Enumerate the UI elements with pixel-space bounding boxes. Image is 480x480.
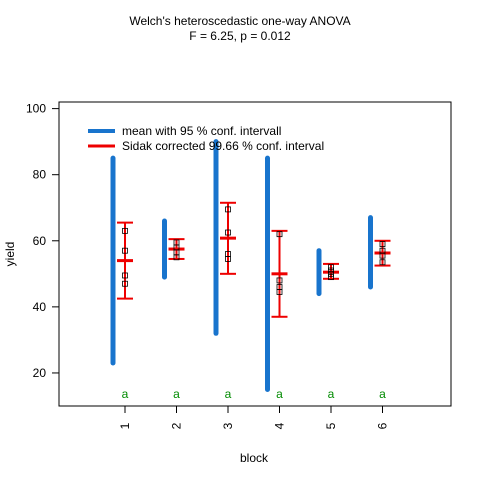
data-point	[328, 267, 334, 274]
data-point	[122, 247, 128, 254]
y-tick-label: 40	[33, 300, 47, 314]
y-tick-label: 80	[33, 168, 47, 182]
y-axis-label: yield	[3, 242, 17, 267]
group-letter: a	[225, 387, 232, 401]
group-6: a	[368, 215, 391, 401]
group-letter: a	[379, 387, 386, 401]
x-tick-label: 2	[170, 422, 184, 429]
data-point	[122, 272, 128, 279]
x-tick-label: 6	[376, 422, 390, 429]
data-point	[225, 251, 231, 257]
legend: mean with 95 % conf. intervall Sidak cor…	[88, 124, 324, 153]
y-tick-label: 60	[33, 234, 47, 248]
group-3: a	[213, 139, 236, 401]
data-point	[276, 231, 283, 238]
data-point	[122, 227, 128, 234]
data-point	[379, 247, 386, 254]
data-point	[225, 229, 231, 236]
x-axis-label: block	[240, 451, 269, 465]
data-point	[379, 259, 386, 266]
data-point	[328, 270, 334, 277]
y-tick-label: 100	[26, 102, 46, 116]
data-point	[276, 277, 283, 284]
group-5: a	[316, 248, 339, 401]
group-2: a	[162, 218, 185, 401]
chart-title: Welch's heteroscedastic one-way ANOVA	[129, 14, 350, 28]
x-tick-label: 3	[221, 422, 235, 429]
data-point	[328, 264, 334, 271]
data-point	[173, 239, 180, 246]
data-point	[225, 206, 231, 213]
group-letter: a	[173, 387, 180, 401]
x-tick-label: 4	[273, 422, 287, 429]
x-tick-label: 1	[118, 422, 132, 429]
group-4: a	[265, 155, 288, 401]
data-point	[379, 241, 386, 247]
data-point	[122, 280, 128, 287]
chart-subtitle: F = 6.25, p = 0.012	[189, 29, 291, 43]
y-tick-label: 20	[33, 366, 47, 380]
group-letter: a	[328, 387, 335, 401]
x-tick-label: 5	[324, 422, 338, 429]
y-axis: 20 40 60 80 100	[26, 102, 60, 380]
x-axis: 1 2 3 4 5 6	[118, 405, 390, 429]
legend-label-ci95: mean with 95 % conf. intervall	[122, 124, 281, 138]
data-point	[276, 284, 283, 290]
group-1: a	[110, 155, 133, 401]
group-letter: a	[122, 387, 129, 401]
group-letter: a	[276, 387, 283, 401]
data-point	[328, 274, 334, 281]
legend-label-sidak: Sidak corrected 99.66 % conf. interval	[122, 139, 324, 153]
